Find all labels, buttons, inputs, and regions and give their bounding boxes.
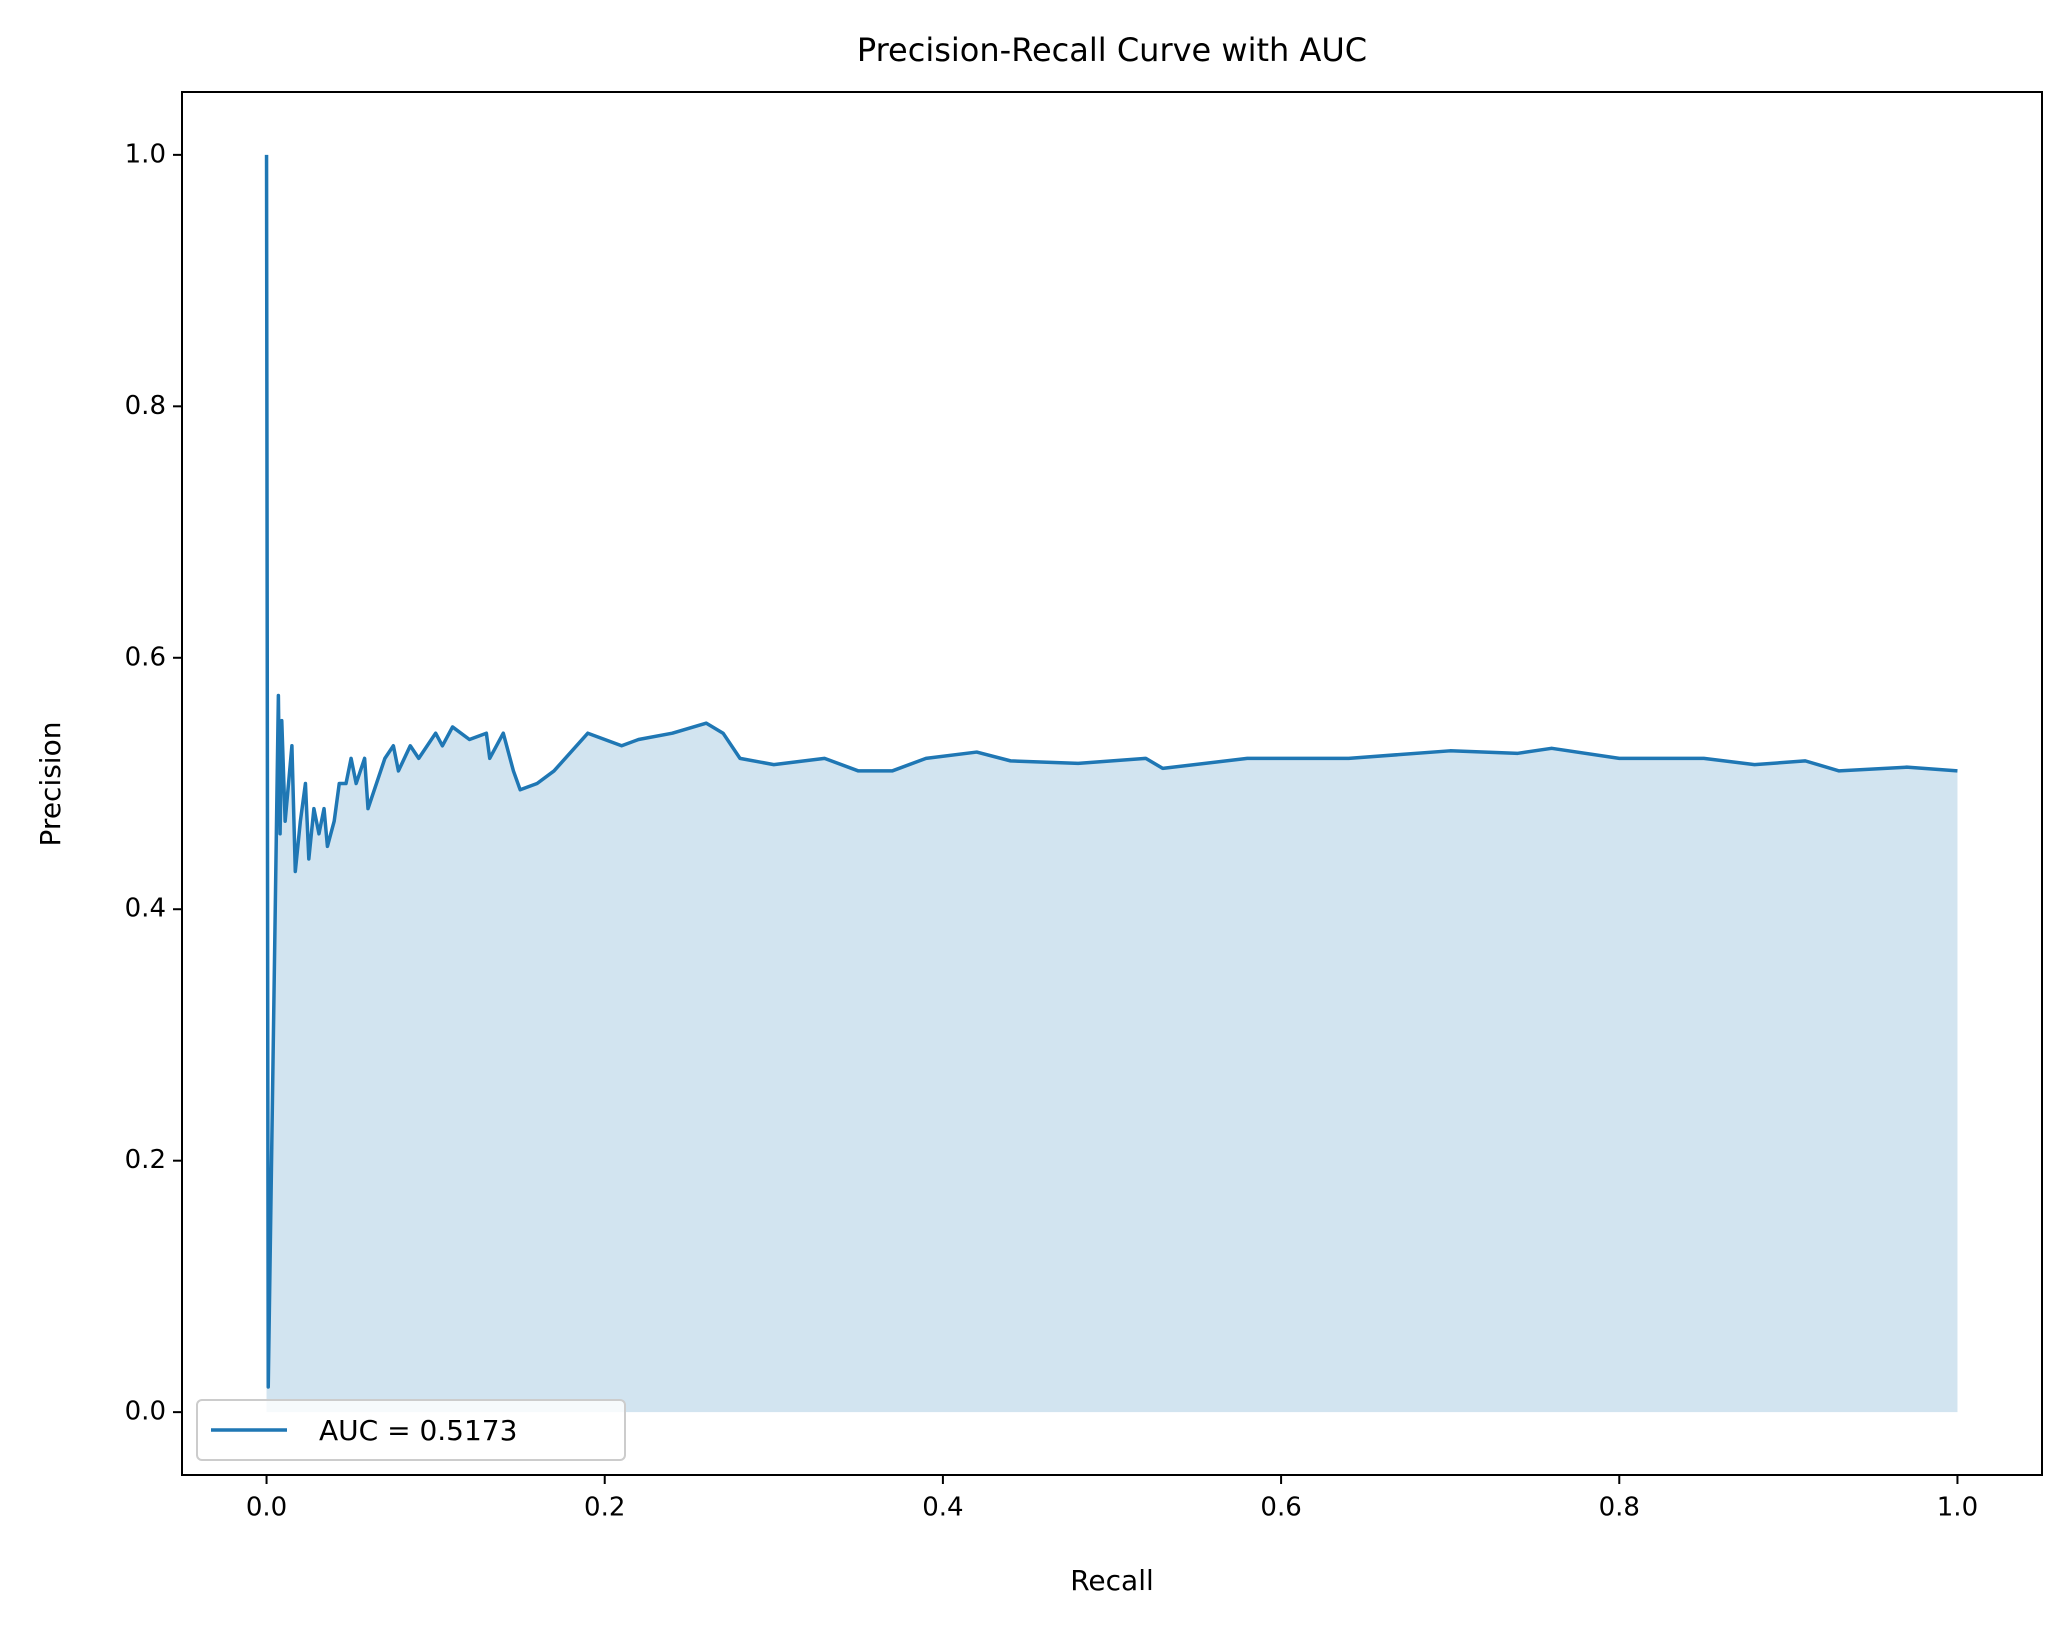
x-axis-label: Recall <box>1070 1564 1154 1597</box>
x-tick-label: 1.0 <box>1937 1493 1978 1523</box>
line <box>264 154 1958 1389</box>
y-tick-label: 1.0 <box>125 139 166 169</box>
y-tick-label: 0.4 <box>125 894 166 924</box>
x-tick-label: 0.2 <box>584 1493 625 1523</box>
y-axis-label: Precision <box>34 722 67 847</box>
y-tick-label: 0.8 <box>125 391 166 421</box>
axes-frame <box>181 91 2043 1476</box>
y-tick-label: 0.0 <box>125 1397 166 1427</box>
chart-title: Precision-Recall Curve with AUC <box>857 31 1367 69</box>
legend-box <box>196 1399 626 1461</box>
y-tick-label: 0.6 <box>125 642 166 672</box>
x-tick-label: 0.6 <box>1260 1493 1301 1523</box>
area-fill <box>266 154 1958 1413</box>
legend-label: AUC = 0.5173 <box>319 1414 517 1447</box>
y-tick-label: 0.2 <box>125 1145 166 1175</box>
x-tick-label: 0.8 <box>1599 1493 1640 1523</box>
x-tick-label: 0.4 <box>922 1493 963 1523</box>
x-tick-label: 0.0 <box>246 1493 287 1523</box>
